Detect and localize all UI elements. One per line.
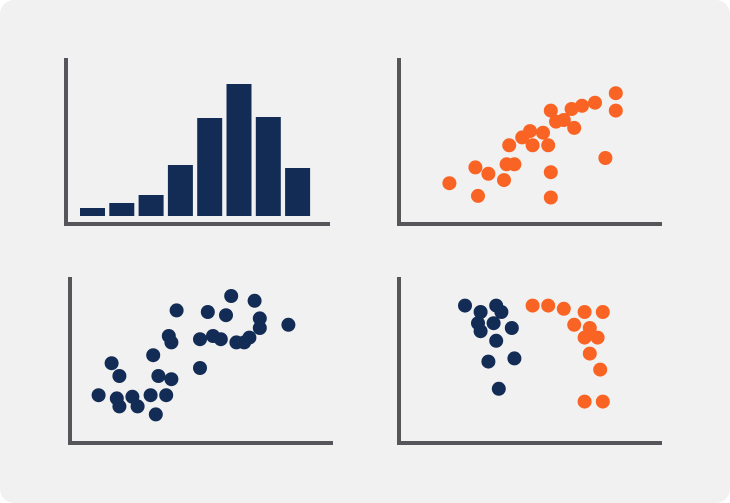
chart-2-series-1-point bbox=[536, 125, 550, 140]
chart-4-series-1-point bbox=[489, 333, 504, 348]
chart-4-series-2-point bbox=[577, 305, 592, 319]
chart-1-bar bbox=[197, 118, 223, 216]
chart-3-series-1-point bbox=[219, 308, 233, 323]
chart-2-series-1-point bbox=[556, 113, 571, 127]
chart-3-series-1-point bbox=[91, 388, 106, 403]
chart-4-series-2-point bbox=[556, 301, 571, 316]
chart-4-series-1-point bbox=[458, 298, 472, 313]
chart-3-series-1-point bbox=[164, 372, 179, 387]
chart-3-series-1-point bbox=[193, 332, 207, 347]
chart-2-series-1-point bbox=[468, 160, 483, 175]
chart-4-series-2-point bbox=[590, 330, 605, 345]
chart-2-series-1-point bbox=[523, 124, 537, 139]
chart-4-series-2-point bbox=[582, 346, 597, 361]
chart-1-bar bbox=[167, 165, 193, 216]
chart-1-bar bbox=[255, 117, 281, 216]
chart-2-series-1-point bbox=[543, 103, 558, 118]
chart-4-series-1-point bbox=[481, 354, 496, 369]
chart-2-series-1-point bbox=[598, 151, 613, 165]
chart-2-series-1-point bbox=[608, 103, 623, 118]
chart-1-bar bbox=[226, 84, 252, 216]
chart-2-series-1-point bbox=[497, 173, 511, 188]
chart-2-series-1-point bbox=[567, 120, 582, 135]
chart-4-series-2-point bbox=[582, 321, 597, 335]
chart-4-series-2-point bbox=[593, 362, 608, 377]
chart-3-series-1-point bbox=[200, 305, 215, 319]
chart-4-series-2-point bbox=[595, 394, 610, 409]
chart-1-bar bbox=[109, 203, 135, 216]
chart-3-series-1-point bbox=[224, 289, 239, 303]
chart-3-series-1-point bbox=[104, 356, 119, 371]
chart-1-bar bbox=[138, 195, 164, 216]
chart-2-series-1-point bbox=[442, 176, 457, 191]
chart-3-series-1-point bbox=[151, 369, 166, 383]
chart-1-bar bbox=[80, 208, 105, 216]
chart-1-bar bbox=[285, 168, 311, 216]
chart-3-series-1-point bbox=[213, 332, 228, 347]
chart-3-series-1-point bbox=[159, 388, 174, 403]
chart-2-series-1-point bbox=[481, 166, 496, 181]
chart-3-series-1-point bbox=[130, 399, 145, 414]
chart-4-series-1-point bbox=[473, 305, 488, 319]
chart-3-series-1-point bbox=[112, 369, 127, 383]
chart-2-series-1-point bbox=[502, 138, 517, 153]
chart-2-series-1-point bbox=[575, 98, 589, 113]
chart-3-series-1-point bbox=[193, 361, 207, 375]
chart-2-series-1-point bbox=[471, 188, 485, 203]
chart-2-series-1-point bbox=[541, 138, 556, 153]
chart-3-series-1-point bbox=[112, 399, 127, 414]
chart-3-series-1-point bbox=[143, 388, 158, 403]
chart-2-series-1-point bbox=[543, 190, 558, 205]
chart-4-series-2-point bbox=[525, 298, 540, 313]
chart-3-series-1-point bbox=[146, 348, 161, 363]
chart-2-series-1-point bbox=[507, 157, 522, 172]
chart-4-series-2-point bbox=[541, 298, 556, 313]
chart-4-series-1-point bbox=[494, 305, 509, 319]
chart-4-series-2-point bbox=[577, 394, 592, 409]
chart-2-series-1-point bbox=[525, 138, 540, 153]
chart-2-series-1-point bbox=[588, 95, 602, 110]
chart-4-series-1-point bbox=[507, 351, 522, 366]
chart-3-series-1-point bbox=[242, 330, 257, 345]
chart-3-series-1-point bbox=[247, 293, 262, 308]
chart-4-series-2-point bbox=[567, 317, 582, 332]
chart-2-series-1-point bbox=[608, 86, 623, 101]
chart-3-series-1-point bbox=[164, 335, 179, 350]
chart-3-series-1-point bbox=[148, 407, 163, 422]
chart-4-series-1-point bbox=[473, 324, 488, 339]
chart-4-series-1-point bbox=[491, 381, 506, 396]
chart-4-series-1-point bbox=[504, 321, 519, 335]
chart-4-series-1-point bbox=[486, 316, 501, 331]
chart-3-series-1-point bbox=[169, 303, 184, 318]
chart-3-series-1-point bbox=[252, 321, 267, 335]
chart-3-series-1-point bbox=[252, 311, 267, 326]
chart-2-series-1-point bbox=[543, 165, 558, 180]
chart-4-series-2-point bbox=[595, 305, 610, 319]
chart-3-series-1-point bbox=[281, 317, 296, 332]
